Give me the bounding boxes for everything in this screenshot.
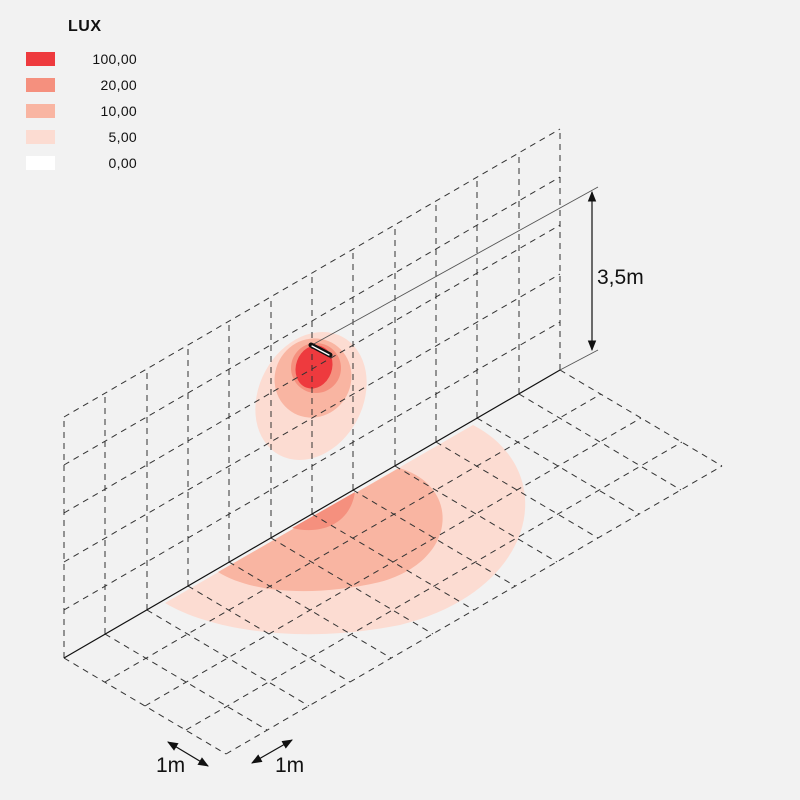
grid-x-dimension: 1m — [156, 741, 209, 777]
legend-swatch-0 — [26, 52, 55, 66]
wall-illuminance — [255, 332, 367, 460]
wall-floor-edge — [63, 369, 561, 659]
legend-swatch-3 — [26, 130, 55, 144]
luminaire-icon — [308, 342, 333, 358]
grid-y-label: 1m — [275, 754, 304, 777]
legend-swatch-1 — [26, 78, 55, 92]
legend-row-2: 10,00 — [26, 98, 137, 124]
grid-y-dimension: 1m — [251, 739, 304, 777]
floor-zone-10 — [218, 468, 443, 592]
legend-label-2: 10,00 — [100, 103, 137, 119]
height-dimension: 3,5m — [587, 190, 644, 352]
height-base-tick — [559, 349, 599, 371]
legend-swatch-4 — [26, 156, 55, 170]
legend-row-1: 20,00 — [26, 72, 137, 98]
legend-title: LUX — [68, 18, 102, 35]
legend-label-4: 0,00 — [108, 155, 137, 171]
legend-label-3: 5,00 — [108, 129, 137, 145]
height-label: 3,5m — [597, 266, 644, 289]
legend-row-4: 0,00 — [26, 150, 137, 176]
ceiling-reference-line — [311, 186, 599, 346]
legend-row-0: 100,00 — [26, 46, 137, 72]
floor-grid — [63, 369, 723, 755]
floor-illuminance — [165, 425, 526, 635]
wall-zone-100 — [295, 345, 333, 389]
legend-label-1: 20,00 — [100, 77, 137, 93]
floor-zone-20 — [292, 492, 355, 531]
legend-swatch-2 — [26, 104, 55, 118]
lux-legend: LUX 100,00 20,00 10,00 5,00 0,00 — [26, 18, 137, 176]
legend-label-0: 100,00 — [92, 51, 137, 67]
wall-grid — [63, 128, 561, 658]
grid-x-label: 1m — [156, 754, 185, 777]
legend-row-3: 5,00 — [26, 124, 137, 150]
